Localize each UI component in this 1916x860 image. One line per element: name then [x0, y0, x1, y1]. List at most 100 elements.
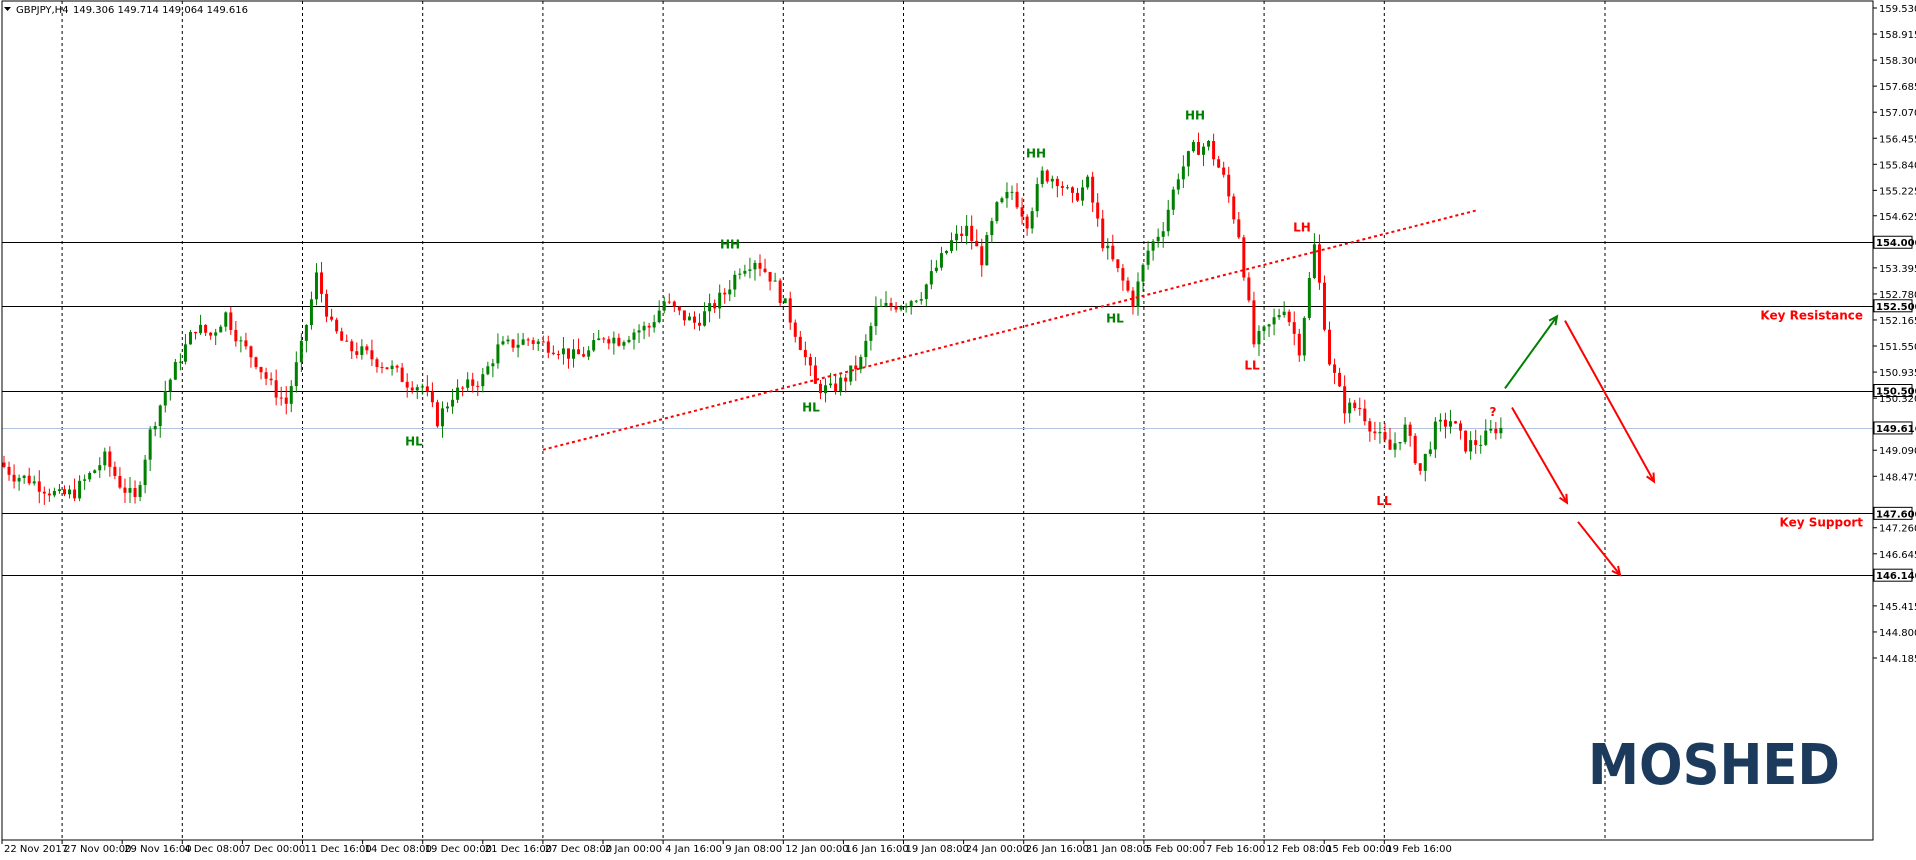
candle-body	[874, 306, 878, 327]
candle-body	[446, 406, 450, 409]
candle-body	[602, 338, 606, 340]
candle-body	[1091, 176, 1095, 203]
candle-body	[914, 300, 918, 302]
candle-body	[1237, 219, 1241, 238]
candle-body	[118, 475, 122, 488]
price-box	[1873, 384, 1913, 398]
price-tick-label: 144.800	[1879, 628, 1916, 639]
candle-body	[808, 357, 812, 366]
candle-body	[284, 397, 288, 404]
candle-body	[1343, 386, 1347, 414]
candle-body	[420, 386, 424, 388]
vertical-grid	[61, 1, 1606, 840]
candle-body	[1333, 364, 1337, 373]
candle-body	[1227, 174, 1231, 197]
candle-body	[68, 489, 72, 495]
candle-body	[1076, 192, 1080, 201]
candle-body	[960, 233, 964, 236]
price-box-label: 149.616	[1876, 424, 1916, 435]
candle-body	[1443, 419, 1447, 427]
candle-body	[551, 352, 555, 355]
candle-body	[194, 331, 198, 334]
candle-body	[617, 337, 621, 346]
time-tick-label: 9 Jan 08:00	[725, 844, 782, 855]
candle-body	[1096, 202, 1100, 219]
candle-body	[1050, 178, 1054, 182]
candle-body	[798, 336, 802, 350]
candle-body	[320, 272, 324, 294]
candle-body	[1131, 290, 1135, 307]
candle-body	[461, 387, 465, 389]
candle-body	[995, 202, 999, 222]
time-tick-label: 7 Feb 16:00	[1206, 844, 1265, 855]
price-box-label: 150.500	[1876, 387, 1916, 398]
candle-body	[289, 386, 293, 404]
candle-body	[405, 381, 409, 388]
candle-body	[199, 324, 203, 334]
price-box	[1873, 299, 1913, 313]
candle-body	[340, 331, 344, 341]
candle-body	[390, 365, 394, 370]
candle-body	[314, 272, 318, 300]
candle-body	[1428, 449, 1432, 454]
level-caption: Key Support	[1780, 516, 1864, 530]
candle-body	[93, 470, 97, 473]
candle-body	[1222, 167, 1226, 175]
time-tick-label: 15 Feb 00:00	[1326, 844, 1392, 855]
candle-body	[1277, 315, 1281, 318]
candle-body	[173, 362, 177, 380]
candle-body	[57, 489, 61, 492]
candle-body	[753, 262, 757, 270]
candle-body	[713, 303, 717, 309]
candle-body	[22, 475, 26, 478]
candle-body	[395, 365, 399, 368]
time-tick-label: 2 Jan 00:00	[605, 844, 662, 855]
candle-body	[728, 289, 732, 295]
candle-body	[1378, 432, 1382, 434]
candle-body	[1358, 408, 1362, 410]
candle-body	[88, 472, 92, 480]
swing-label: LH	[1293, 221, 1311, 235]
candle-body	[1045, 170, 1049, 182]
candle-body	[1060, 186, 1064, 188]
candle-body	[430, 391, 434, 403]
price-tick-label: 147.260	[1879, 524, 1916, 535]
candle-body	[818, 383, 822, 394]
candle-body	[1040, 170, 1044, 185]
candle-body	[1146, 250, 1150, 265]
candle-body	[259, 367, 263, 373]
time-tick-label: 19 Dec 00:00	[425, 844, 492, 855]
price-tick-label: 150.935	[1879, 368, 1916, 379]
candle-body	[703, 311, 707, 326]
candle-body	[572, 349, 576, 359]
swing-label: LL	[1376, 494, 1392, 508]
candle-body	[1000, 198, 1004, 203]
swing-label: LL	[1244, 358, 1260, 372]
candle-body	[249, 346, 253, 358]
candle-body	[435, 402, 439, 427]
candle-body	[345, 340, 349, 342]
candle-body	[526, 339, 530, 341]
candle-body	[1171, 189, 1175, 210]
candle-body	[1025, 216, 1029, 229]
candle-body	[62, 489, 66, 495]
candle-body	[1191, 142, 1195, 152]
candle-body	[1136, 281, 1140, 307]
horizontal-levels: Key Resistance Key Support	[2, 242, 1873, 576]
candle-body	[2, 462, 6, 467]
price-tick-label: 158.300	[1879, 56, 1916, 67]
candle-body	[42, 491, 46, 494]
time-tick-label: 7 Dec 00:00	[244, 844, 305, 855]
candle-body	[400, 367, 404, 382]
candle-body	[854, 365, 858, 370]
candle-body	[350, 341, 354, 352]
price-tick-label: 154.625	[1879, 212, 1916, 223]
brand-logo: MOSHED	[1588, 733, 1840, 798]
dropdown-triangle-icon[interactable]	[4, 7, 11, 11]
swing-label: HH	[1185, 108, 1205, 122]
candle-body	[1353, 402, 1357, 409]
candle-body	[183, 344, 187, 362]
candle-body	[1282, 311, 1286, 316]
